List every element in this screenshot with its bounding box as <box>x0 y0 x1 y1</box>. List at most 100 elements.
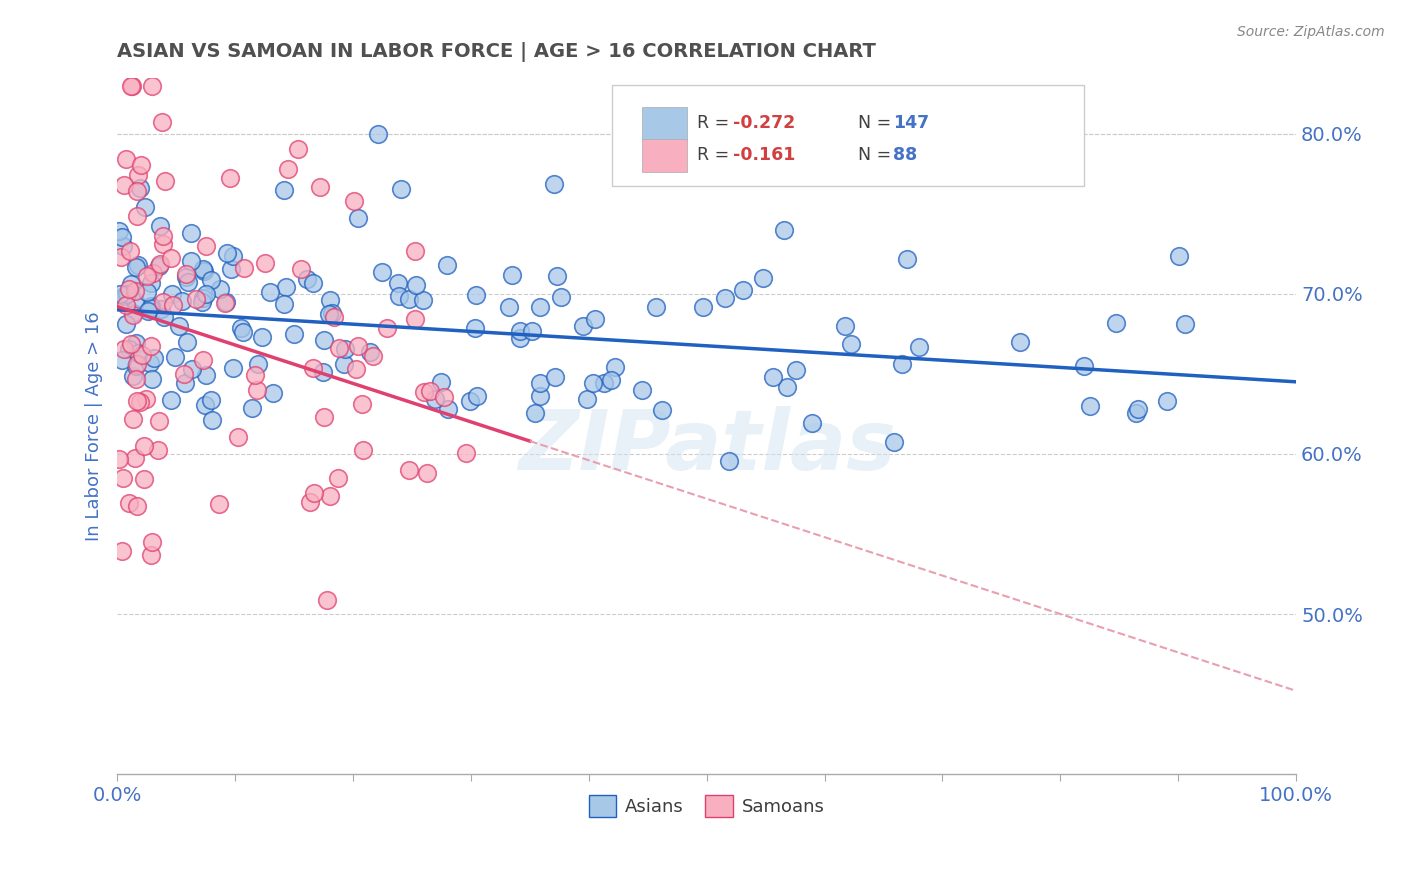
Point <box>228 430 250 444</box>
Point <box>110 250 132 264</box>
Point <box>416 467 439 481</box>
Point <box>125 209 148 223</box>
Point <box>191 295 214 310</box>
Point <box>412 384 434 399</box>
Point <box>314 333 336 347</box>
Point <box>1078 400 1101 414</box>
Text: 88: 88 <box>893 146 917 164</box>
Point <box>352 443 374 458</box>
Point <box>412 293 434 307</box>
Point <box>125 359 148 374</box>
Point <box>523 405 546 419</box>
FancyBboxPatch shape <box>641 107 686 140</box>
Point <box>273 183 295 197</box>
Point <box>159 392 181 407</box>
Point <box>398 292 420 306</box>
Point <box>162 298 184 312</box>
Point <box>593 376 616 390</box>
Point <box>253 256 276 270</box>
Point <box>141 534 163 549</box>
Point <box>509 324 531 338</box>
Point <box>896 252 918 266</box>
Text: N =: N = <box>858 114 891 132</box>
Point <box>142 266 165 280</box>
Point <box>118 342 141 356</box>
Point <box>111 471 134 485</box>
Point <box>398 462 420 476</box>
Point <box>240 401 263 416</box>
Point <box>108 452 131 467</box>
Point <box>321 306 343 320</box>
Point <box>125 372 148 386</box>
Point <box>152 228 174 243</box>
Point <box>1105 316 1128 330</box>
Legend: Asians, Samoans: Asians, Samoans <box>582 788 831 824</box>
Point <box>122 308 145 322</box>
Point <box>111 239 134 253</box>
Point <box>108 224 131 238</box>
Point <box>529 389 551 403</box>
Point <box>785 363 807 377</box>
Point <box>522 324 544 338</box>
Point <box>121 412 143 426</box>
Point <box>246 357 269 371</box>
Point <box>529 376 551 390</box>
Text: 147: 147 <box>893 114 929 132</box>
Point <box>298 494 321 508</box>
Point <box>752 271 775 285</box>
Point <box>135 392 157 406</box>
Point <box>458 394 481 409</box>
Point <box>498 300 520 314</box>
Point <box>134 200 156 214</box>
Point <box>124 450 146 465</box>
Point <box>287 142 309 156</box>
Point <box>150 114 173 128</box>
Point <box>312 365 335 379</box>
Point <box>335 342 357 356</box>
Point <box>243 368 266 382</box>
Point <box>135 269 157 284</box>
Point <box>112 178 135 192</box>
Point <box>200 393 222 408</box>
Point <box>160 286 183 301</box>
Point <box>371 265 394 279</box>
Point <box>173 367 195 381</box>
Point <box>127 499 149 513</box>
Point <box>529 300 551 314</box>
Text: -0.161: -0.161 <box>733 146 794 164</box>
Point <box>717 453 740 467</box>
Point <box>302 486 325 500</box>
Point <box>167 319 190 334</box>
Point <box>200 273 222 287</box>
Point <box>246 383 269 397</box>
Point <box>186 292 208 306</box>
Point <box>122 369 145 384</box>
Point <box>430 375 453 389</box>
Point <box>115 298 138 312</box>
Point <box>112 342 135 356</box>
Point <box>465 288 488 302</box>
Point <box>146 443 169 458</box>
Point <box>1173 317 1195 331</box>
Text: ASIAN VS SAMOAN IN LABOR FORCE | AGE > 16 CORRELATION CHART: ASIAN VS SAMOAN IN LABOR FORCE | AGE > 1… <box>117 42 876 62</box>
Point <box>273 297 295 311</box>
Point <box>454 445 477 459</box>
Point <box>692 301 714 315</box>
Text: R =: R = <box>697 146 730 164</box>
Point <box>141 299 163 313</box>
Point <box>194 238 217 252</box>
Point <box>319 489 342 503</box>
Point <box>436 401 458 416</box>
Point <box>328 470 350 484</box>
Point <box>141 78 163 93</box>
Point <box>776 380 799 394</box>
Point <box>301 277 323 291</box>
Point <box>318 293 340 307</box>
Point <box>219 170 242 185</box>
Point <box>174 376 197 390</box>
Point <box>219 261 242 276</box>
Point <box>193 353 215 368</box>
Text: Source: ZipAtlas.com: Source: ZipAtlas.com <box>1237 25 1385 39</box>
Point <box>120 277 142 291</box>
Point <box>125 335 148 350</box>
